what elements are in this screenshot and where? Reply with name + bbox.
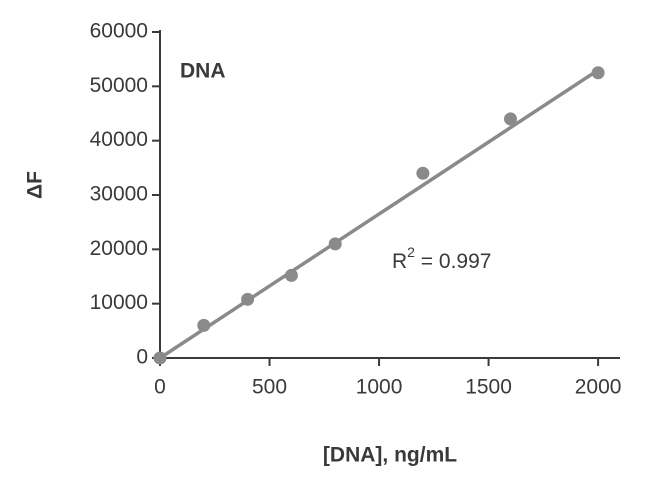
data-point <box>591 66 605 80</box>
annotation-text: R <box>392 250 407 273</box>
y-axis-label: ΔF <box>24 171 47 199</box>
x-tick-label: 500 <box>252 376 287 399</box>
y-tick-label: 60000 <box>90 20 148 43</box>
y-tick-label: 0 <box>136 346 148 369</box>
data-point <box>503 112 517 126</box>
data-point <box>416 166 430 180</box>
chart-title: DNA <box>180 60 226 83</box>
x-tick-label: 0 <box>154 376 166 399</box>
data-point <box>197 318 211 332</box>
annotation-superscript: 2 <box>407 244 415 260</box>
x-tick-label: 1000 <box>356 376 403 399</box>
data-point <box>284 268 298 282</box>
data-point <box>241 292 255 306</box>
data-point <box>153 351 167 365</box>
y-tick-label: 40000 <box>90 128 148 151</box>
y-tick-label: 50000 <box>90 74 148 97</box>
annotation: R2 = 0.997 <box>392 244 491 273</box>
y-tick-label: 30000 <box>90 183 148 206</box>
y-tick-label: 10000 <box>90 291 148 314</box>
x-tick-label: 1500 <box>465 376 512 399</box>
annotation-text: = 0.997 <box>415 250 491 273</box>
x-tick-label: 2000 <box>575 376 622 399</box>
y-tick-label: 20000 <box>90 237 148 260</box>
fit-line <box>159 68 600 360</box>
data-point <box>328 237 342 251</box>
x-axis-label: [DNA], ng/mL <box>323 444 457 467</box>
